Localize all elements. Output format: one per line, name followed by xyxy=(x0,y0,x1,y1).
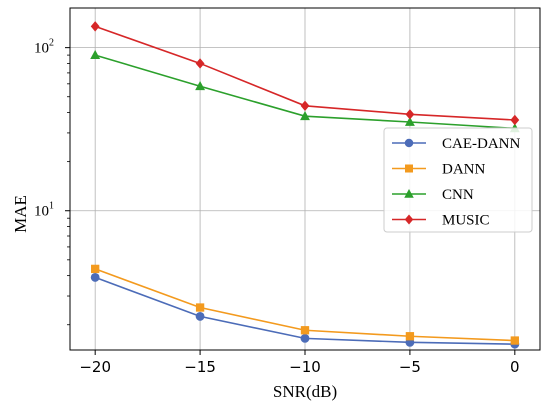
legend-entry: CAE-DANN xyxy=(392,136,520,152)
data-point xyxy=(404,116,415,126)
data-point xyxy=(300,326,310,335)
data-point xyxy=(510,114,520,126)
data-point xyxy=(195,303,205,312)
x-axis-label: SNR(dB) xyxy=(273,382,337,401)
series-cae-dann xyxy=(90,273,520,349)
data-point xyxy=(195,311,205,321)
data-point xyxy=(90,273,100,282)
legend-box xyxy=(383,127,533,233)
legend-label: CNN xyxy=(442,187,474,203)
data-point xyxy=(91,264,100,274)
legend-label: DANN xyxy=(442,162,485,178)
series-music xyxy=(90,21,520,126)
y-tick-label: 101 xyxy=(34,201,54,220)
data-point xyxy=(405,332,415,341)
legend-entry: MUSIC xyxy=(392,213,490,229)
data-point xyxy=(90,21,100,32)
data-point xyxy=(510,336,519,345)
x-tick-label: 0 xyxy=(510,358,520,376)
legend-marker xyxy=(404,138,414,148)
legend-marker xyxy=(404,189,414,198)
legend-label: CAE-DANN xyxy=(442,136,520,152)
data-point xyxy=(195,81,206,91)
y-tick-label: 102 xyxy=(34,38,54,57)
legend: CAE-DANN DANN CNN MUSIC xyxy=(383,127,533,233)
legend-marker xyxy=(404,214,414,225)
x-tick-label: −20 xyxy=(79,358,111,376)
data-point xyxy=(195,58,205,69)
legend-label: MUSIC xyxy=(442,213,490,229)
legend-entry: CNN xyxy=(392,187,474,203)
data-point xyxy=(300,110,310,121)
x-axis-ticks: −20 −15 −10 −5 0 xyxy=(79,350,520,376)
data-point xyxy=(405,109,415,120)
x-tick-label: −5 xyxy=(399,358,421,376)
data-point xyxy=(90,49,101,60)
y-axis-label: MAE xyxy=(11,195,30,233)
series-dann xyxy=(91,264,519,345)
x-tick-label: −10 xyxy=(289,358,321,376)
legend-entry: DANN xyxy=(392,162,485,178)
x-tick-label: −15 xyxy=(184,358,216,376)
y-axis-ticks: 101 102 xyxy=(34,38,70,326)
data-point xyxy=(300,100,310,111)
series-layer xyxy=(90,21,520,349)
legend-items: CAE-DANN DANN CNN MUSIC xyxy=(392,136,520,229)
data-point xyxy=(300,333,310,343)
legend-marker xyxy=(405,164,413,173)
series-cnn xyxy=(90,49,520,133)
